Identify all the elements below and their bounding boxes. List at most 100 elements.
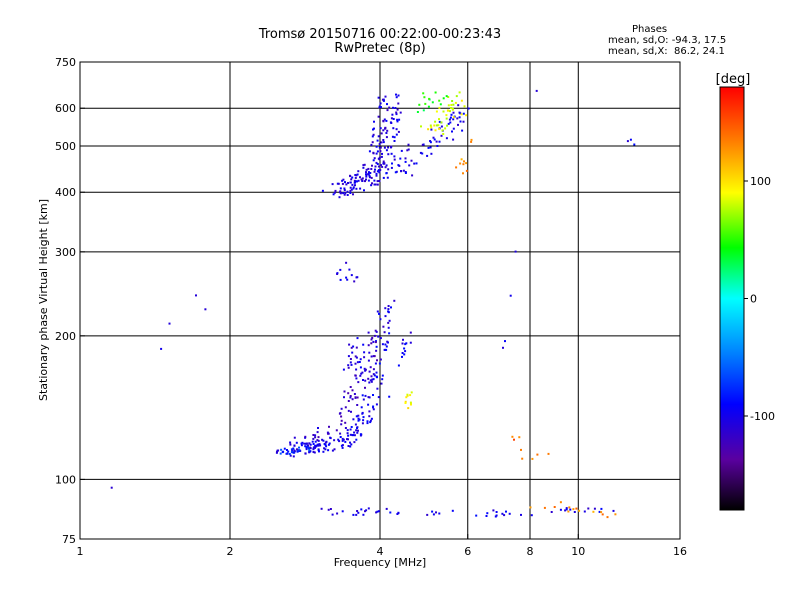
data-point (360, 508, 363, 511)
data-point (317, 448, 320, 451)
data-point (360, 372, 363, 375)
data-point (399, 111, 402, 114)
data-point (385, 136, 388, 139)
data-point (323, 447, 326, 450)
data-point (391, 162, 393, 165)
data-point (378, 171, 381, 174)
data-point (344, 192, 347, 194)
data-point (462, 163, 465, 166)
data-point (416, 111, 419, 113)
data-point (367, 396, 370, 399)
data-point (465, 162, 468, 165)
data-point (437, 124, 440, 127)
data-point (390, 306, 392, 309)
data-point (372, 133, 375, 136)
data-point (367, 167, 370, 170)
data-point (355, 438, 358, 441)
data-point (329, 436, 332, 439)
data-point (347, 438, 349, 441)
data-point (435, 511, 437, 514)
data-point (409, 331, 412, 334)
x-tick-label: 4 (377, 545, 384, 558)
data-point (355, 513, 358, 516)
data-point (394, 171, 397, 174)
data-point (353, 179, 356, 182)
data-point (372, 340, 375, 343)
data-point (313, 451, 316, 454)
y-tick-label: 200 (55, 330, 76, 343)
data-point (427, 146, 430, 149)
data-point (351, 351, 354, 354)
data-point (346, 278, 349, 281)
data-point (356, 427, 358, 430)
data-point (372, 151, 375, 154)
data-point (369, 421, 372, 424)
data-point (400, 149, 403, 152)
data-point (461, 129, 464, 132)
data-point (395, 128, 398, 131)
data-point (387, 326, 390, 329)
data-point (375, 330, 378, 333)
x-tick-label: 2 (227, 545, 234, 558)
data-point (367, 359, 370, 362)
data-point (587, 507, 590, 510)
data-point (362, 166, 365, 169)
data-point (553, 506, 556, 508)
data-point (354, 423, 357, 426)
data-point (350, 188, 353, 191)
data-point (598, 510, 601, 513)
data-point (363, 189, 365, 192)
data-point (368, 176, 371, 179)
data-point (354, 362, 357, 365)
data-point (369, 419, 372, 422)
data-point (382, 160, 385, 163)
data-point (371, 182, 373, 185)
chart-subtitle: RwPretec (8p) (334, 41, 426, 56)
data-point (449, 110, 451, 113)
data-point (355, 377, 358, 380)
data-point (355, 276, 358, 279)
data-point (377, 135, 380, 138)
data-point (434, 120, 437, 123)
data-point (377, 157, 380, 160)
data-point (390, 152, 393, 155)
data-point (450, 107, 452, 109)
data-point (633, 143, 636, 146)
data-point (345, 261, 348, 264)
data-point (367, 507, 370, 510)
data-point (509, 294, 512, 297)
x-tick-label: 10 (571, 545, 585, 558)
data-point (352, 513, 355, 516)
data-point (531, 457, 534, 460)
data-point (377, 396, 380, 399)
data-point (390, 146, 392, 149)
data-point (296, 448, 298, 451)
data-point (350, 363, 353, 366)
data-point (381, 98, 384, 101)
data-point (397, 164, 400, 167)
data-point (367, 403, 370, 406)
data-point (547, 452, 550, 455)
data-point (352, 187, 355, 190)
data-point (445, 114, 448, 117)
data-point (312, 451, 315, 453)
data-point (305, 442, 308, 445)
data-point (305, 448, 308, 451)
data-point (354, 396, 357, 399)
data-point (355, 356, 358, 359)
data-point (298, 446, 300, 449)
data-point (415, 162, 418, 165)
data-point (349, 358, 352, 360)
data-point (438, 99, 441, 102)
data-point (438, 120, 441, 123)
chart-title: Tromsø 20150716 00:22:00-00:23:43 (258, 27, 502, 42)
data-point (384, 127, 386, 130)
data-point (287, 450, 290, 453)
data-point (290, 448, 293, 451)
data-point (421, 143, 424, 146)
data-point (365, 509, 368, 512)
data-point (550, 511, 553, 513)
data-point (467, 107, 470, 110)
data-point (401, 352, 404, 354)
data-point (392, 106, 394, 109)
